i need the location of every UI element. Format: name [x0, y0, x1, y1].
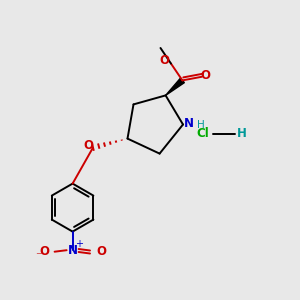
Text: O: O [84, 139, 94, 152]
Text: ⁻: ⁻ [35, 250, 42, 264]
Text: O: O [96, 245, 106, 258]
Text: Cl: Cl [197, 127, 209, 140]
Text: O: O [39, 245, 49, 258]
Polygon shape [166, 78, 184, 95]
Text: N: N [68, 244, 78, 257]
Text: N: N [184, 117, 194, 130]
Text: H: H [196, 120, 204, 130]
Text: O: O [159, 54, 170, 67]
Text: O: O [201, 69, 211, 82]
Text: +: + [76, 239, 83, 249]
Text: H: H [237, 127, 247, 140]
